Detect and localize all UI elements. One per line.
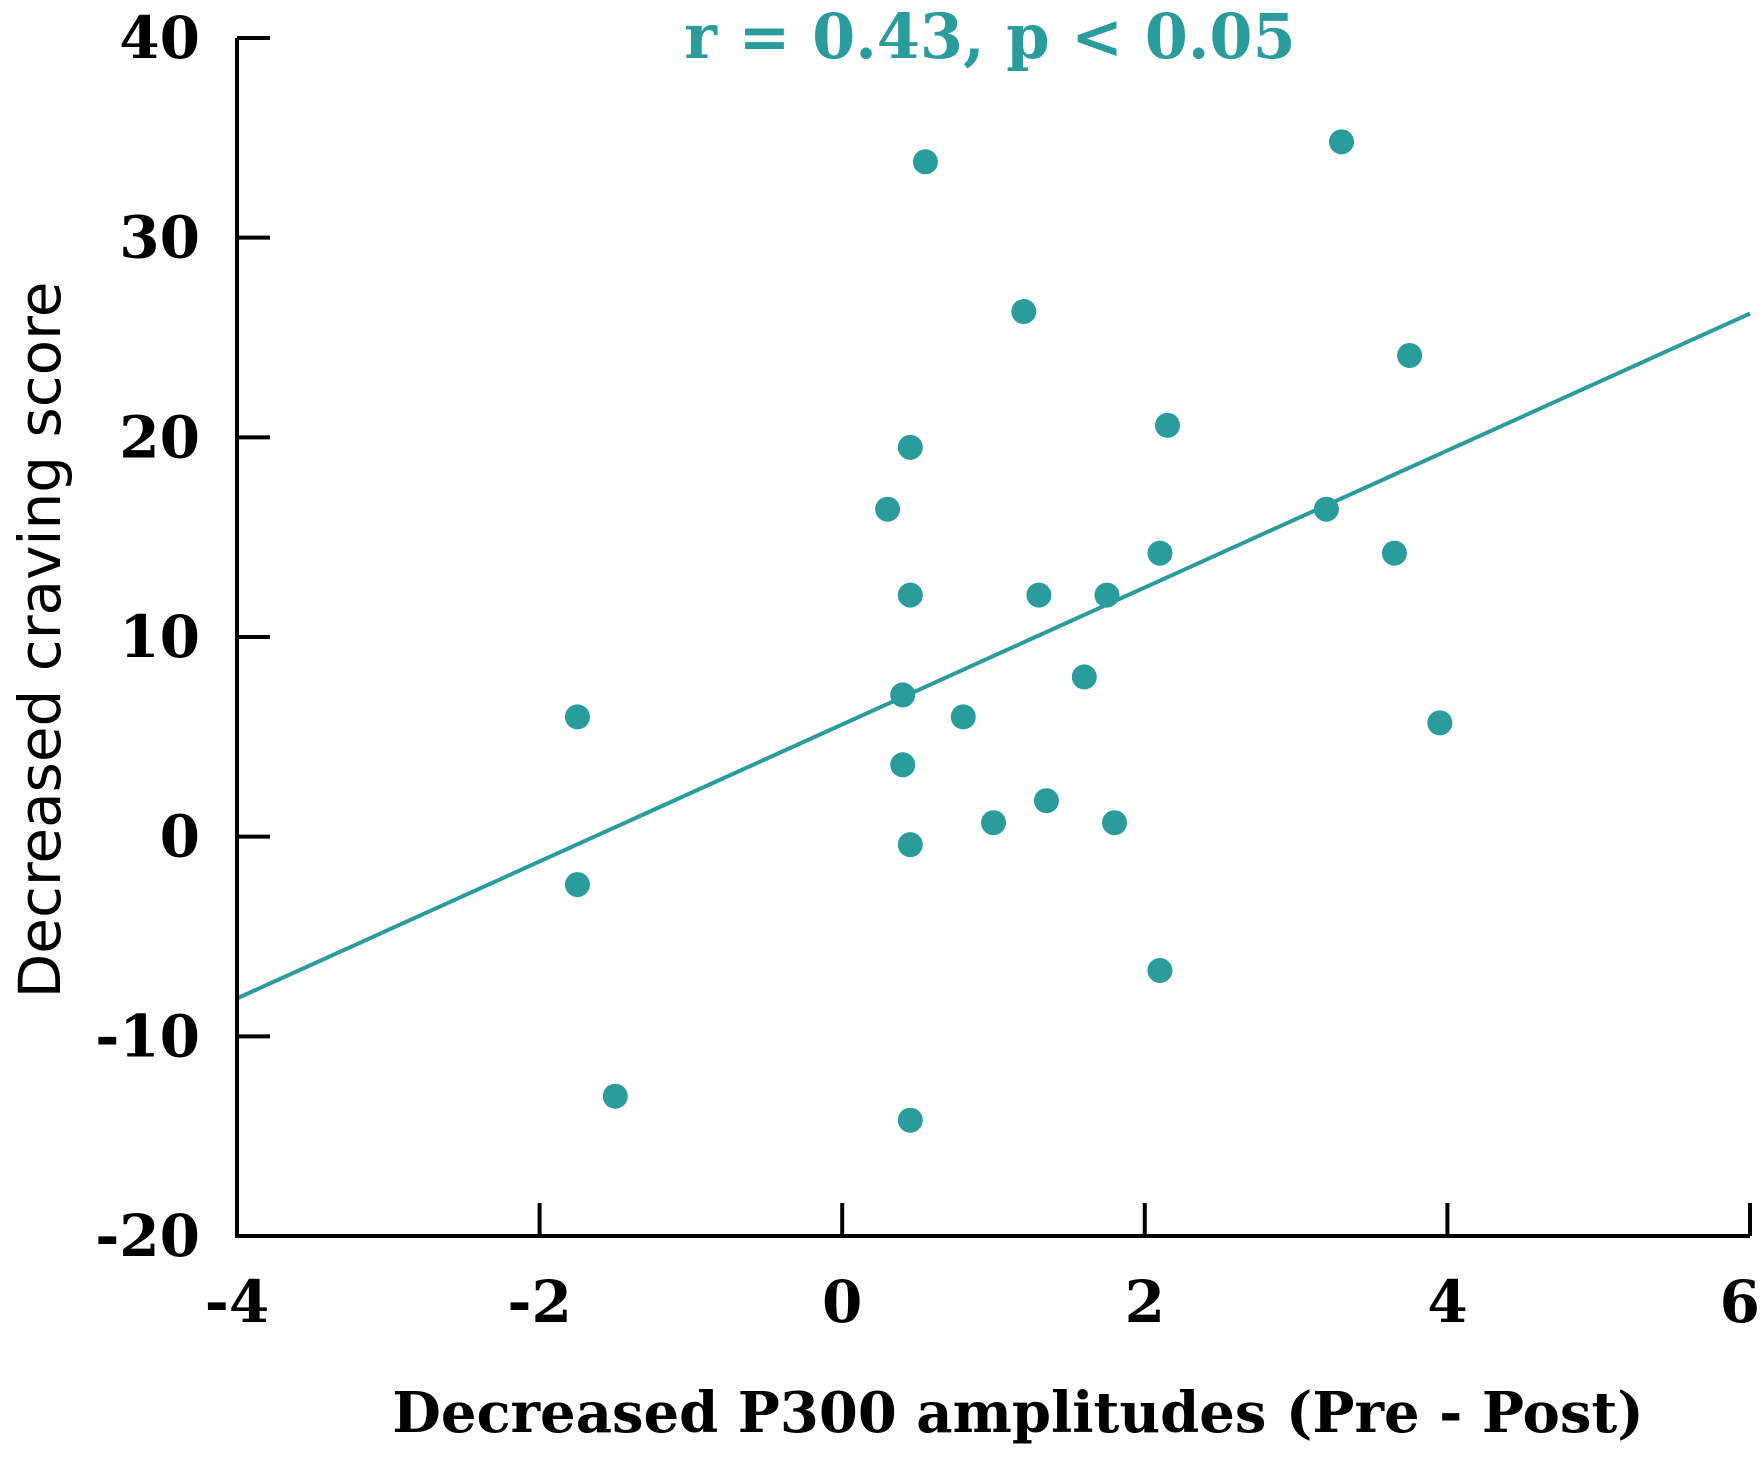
x-tick-label: -4 — [205, 1268, 269, 1336]
data-point — [981, 810, 1006, 836]
y-tick-label: 20 — [119, 403, 200, 471]
data-point — [890, 752, 916, 778]
data-point — [1397, 342, 1423, 368]
y-axis-ticks: -20 -10 0 10 20 30 40 — [95, 4, 270, 1270]
data-point — [890, 682, 916, 708]
data-point — [1381, 540, 1407, 566]
y-tick-label: -10 — [95, 1002, 200, 1070]
data-point — [1011, 299, 1037, 325]
data-point — [1094, 582, 1120, 608]
data-point — [1147, 540, 1173, 566]
x-tick-label: -2 — [507, 1268, 571, 1336]
data-point — [1026, 582, 1052, 608]
y-tick-label: 30 — [119, 204, 200, 272]
y-tick-label: -20 — [95, 1202, 200, 1270]
y-tick-label: 40 — [119, 4, 200, 72]
regression-line-layer — [236, 311, 1751, 1001]
y-axis-title: Decreased craving score — [6, 282, 74, 999]
data-point — [912, 149, 938, 175]
data-point — [1427, 710, 1453, 736]
data-point — [875, 496, 901, 522]
x-tick-label: 6 — [1720, 1268, 1760, 1336]
data-point — [564, 704, 590, 730]
x-tick-label: 0 — [822, 1268, 862, 1336]
regression-line — [236, 311, 1751, 1001]
data-point — [1147, 957, 1173, 983]
x-axis-title: Decreased P300 amplitudes (Pre - Post) — [392, 1380, 1643, 1446]
data-point — [897, 434, 923, 460]
data-point — [1033, 788, 1059, 814]
data-point — [897, 1107, 923, 1133]
data-point — [897, 582, 923, 608]
x-axis-ticks: -4 -2 0 2 4 6 — [205, 1203, 1760, 1336]
data-point — [1071, 664, 1097, 690]
data-point — [602, 1083, 628, 1109]
data-point — [1328, 129, 1354, 155]
x-tick-label: 2 — [1125, 1268, 1165, 1336]
x-tick-label: 4 — [1427, 1268, 1467, 1336]
y-tick-label: 10 — [119, 603, 200, 671]
data-point — [950, 704, 976, 730]
y-tick-label: 0 — [160, 803, 200, 871]
data-point — [1102, 810, 1128, 836]
correlation-annotation: r = 0.43, p < 0.05 — [684, 0, 1295, 73]
data-point — [1313, 496, 1339, 522]
data-point — [897, 832, 923, 858]
data-point — [564, 872, 590, 898]
data-point — [1154, 412, 1180, 438]
data-points — [564, 129, 1453, 1133]
